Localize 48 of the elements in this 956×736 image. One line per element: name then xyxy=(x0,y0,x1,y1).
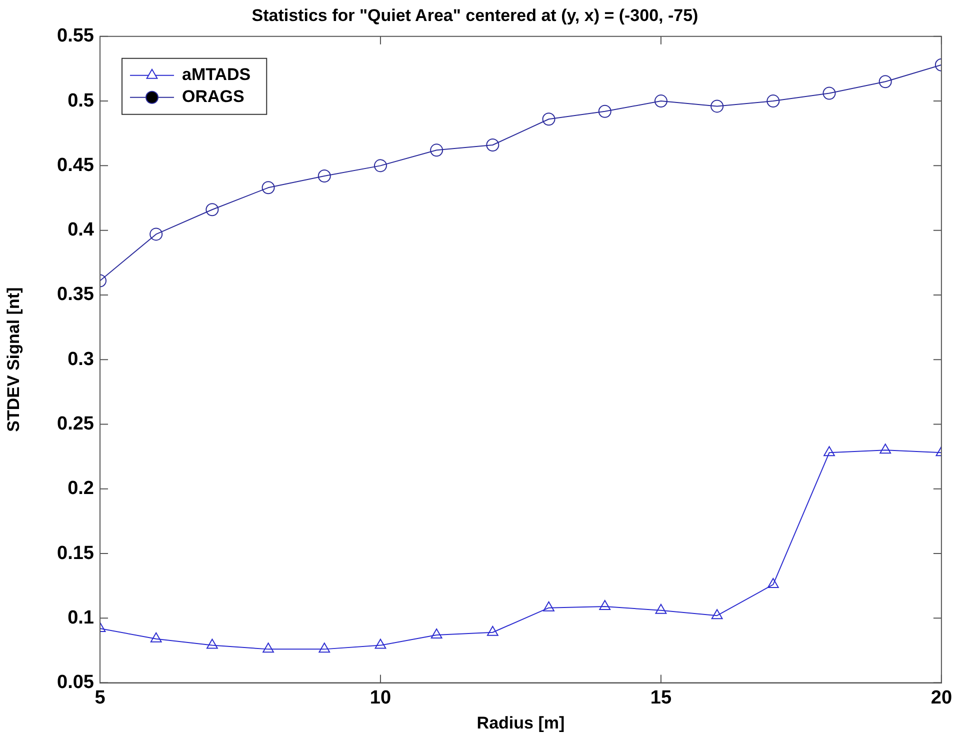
legend-label: aMTADS xyxy=(182,65,251,84)
point xyxy=(150,228,163,241)
point xyxy=(654,94,668,108)
x-tick-label: 5 xyxy=(94,687,106,708)
point xyxy=(262,642,274,653)
y-axis-title: STDEV Signal [nt] xyxy=(4,287,23,432)
y-tick-label: 0.3 xyxy=(68,348,94,370)
y-tick-label: 0.4 xyxy=(68,220,94,241)
point xyxy=(598,104,612,118)
y-tick-label: 0.15 xyxy=(57,542,94,564)
point xyxy=(374,638,386,649)
point xyxy=(206,638,218,649)
y-tick-label: 0.5 xyxy=(68,90,94,112)
point xyxy=(824,446,835,456)
point xyxy=(878,75,892,88)
point xyxy=(822,86,836,100)
x-tick-label: 20 xyxy=(930,687,952,708)
point xyxy=(711,609,723,620)
y-tick-label: 0.25 xyxy=(57,413,94,434)
point xyxy=(430,628,442,638)
y-tick-label: 0.2 xyxy=(68,478,94,500)
point xyxy=(710,100,724,113)
point xyxy=(486,138,500,152)
point xyxy=(767,578,779,588)
y-tick-label: 0.05 xyxy=(57,672,94,694)
point xyxy=(880,444,892,454)
y-tick-label: 0.1 xyxy=(68,607,94,628)
point xyxy=(486,626,498,636)
point xyxy=(655,604,667,614)
x-tick-label: 10 xyxy=(370,687,392,708)
point xyxy=(542,112,556,126)
y-tick-label: 0.55 xyxy=(57,26,94,47)
x-axis-title: Radius [m] xyxy=(476,713,565,732)
y-tick-label: 0.45 xyxy=(57,154,94,176)
x-tick-label: 15 xyxy=(650,687,672,708)
point xyxy=(206,203,219,216)
point xyxy=(543,601,554,612)
point xyxy=(374,159,387,172)
point xyxy=(262,181,275,194)
legend-label: ORAGS xyxy=(182,87,244,106)
point xyxy=(318,170,331,183)
point xyxy=(150,632,162,642)
point xyxy=(318,642,330,653)
y-tick-label: 0.35 xyxy=(57,284,94,306)
point xyxy=(599,600,611,610)
chart-title: Statistics for "Quiet Area" centered at (y, x) = (-300, -75) xyxy=(252,6,698,25)
point xyxy=(766,94,780,108)
point xyxy=(430,144,444,157)
